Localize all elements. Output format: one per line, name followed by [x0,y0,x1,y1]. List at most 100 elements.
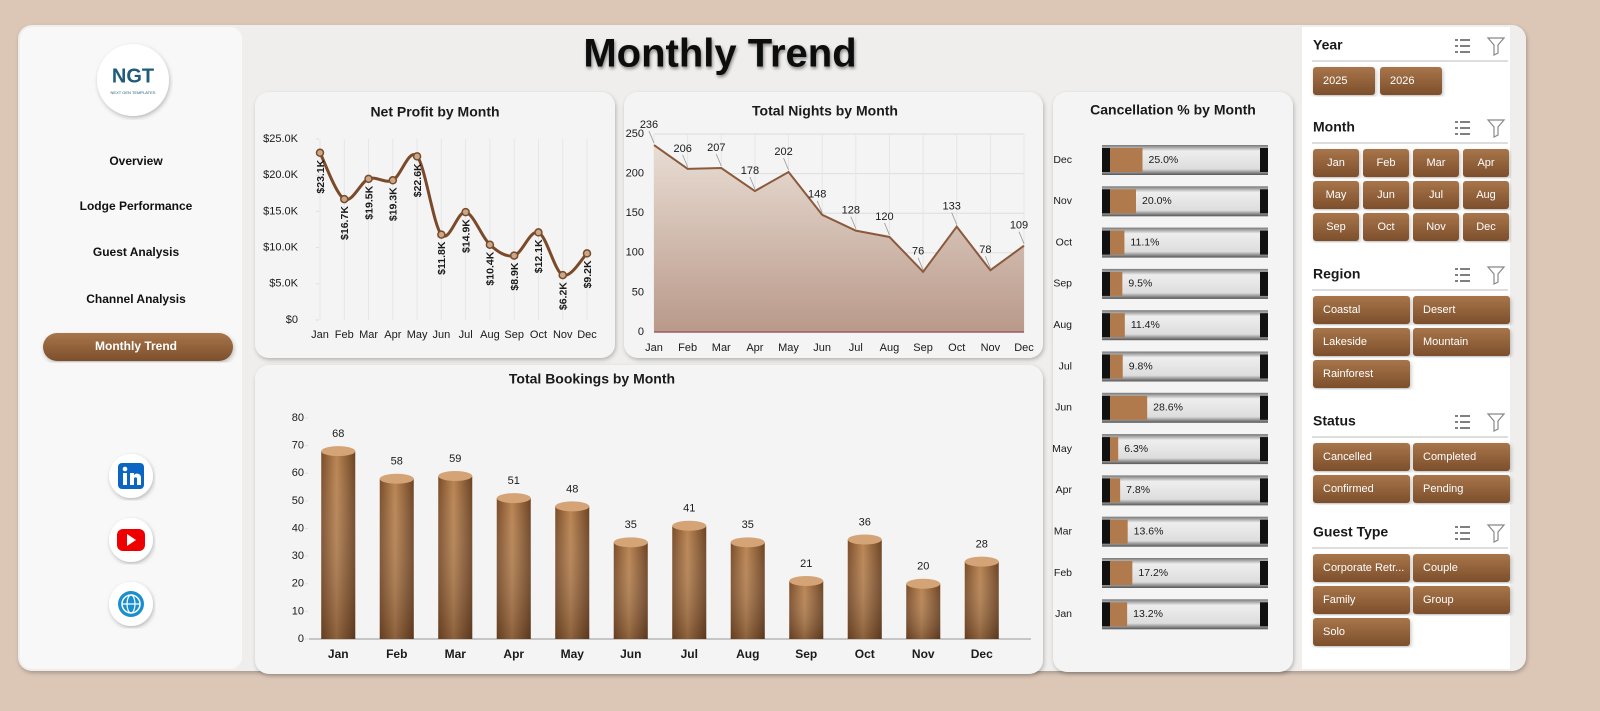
slicer-button[interactable] [1313,586,1410,614]
clear-filter-icon[interactable] [1486,37,1506,56]
slicer-button-label[interactable]: Coastal [1323,304,1360,316]
y-tick-label: Feb [1054,567,1072,579]
slicer-button[interactable] [1463,213,1509,241]
point [461,207,470,217]
slicer-button-label[interactable]: Dec [1476,221,1496,233]
chart-card [255,92,615,358]
bar-shade [438,476,473,639]
slicer-button[interactable] [1463,149,1509,177]
x-tick-label: Jun [620,647,641,661]
y-tick-label: Jul [1059,360,1072,372]
slicer-button[interactable] [1313,443,1410,471]
slicer-button-label[interactable]: Feb [1377,157,1396,169]
slicer-button-label[interactable]: Oct [1377,221,1394,233]
leader-line [715,153,722,167]
slicer-button[interactable] [1363,213,1409,241]
slicer-button-label[interactable]: Jun [1377,189,1395,201]
slicer-button-label[interactable]: Completed [1423,451,1476,463]
slicer-button-label[interactable]: Lakeside [1323,336,1367,348]
nav-item[interactable]: Lodge Performance [80,199,193,213]
slicer-button-label[interactable]: Aug [1476,189,1496,201]
slicer-button[interactable] [1313,213,1359,241]
y-tick-label: 10 [292,605,304,617]
slicer-button-label[interactable]: Rainforest [1323,368,1373,380]
slicer-button-label[interactable]: May [1326,189,1347,201]
bar [1110,478,1121,503]
track-cap [1102,561,1110,585]
slicer-button[interactable] [1413,296,1510,324]
slicer-button[interactable] [1380,67,1442,95]
slicer-button-label[interactable]: Apr [1477,157,1494,169]
slicer-button[interactable] [1313,328,1410,356]
y-tick-label: Aug [1053,319,1072,331]
slicer-button-label[interactable]: Solo [1323,626,1345,638]
leader-line [682,154,689,168]
data-label: 41 [683,503,695,515]
slicer-button[interactable] [1313,296,1410,324]
select-icon[interactable] [1455,526,1470,540]
clear-filter-icon[interactable] [1486,413,1506,432]
slicer-button-label[interactable]: Cancelled [1323,451,1372,463]
slicer-button[interactable] [1413,181,1459,209]
slicer-button-label[interactable]: Sep [1326,221,1346,233]
y-tick-label: 100 [626,247,644,259]
track-cap [1260,354,1268,379]
point [509,251,519,260]
slicer-button[interactable] [1413,328,1510,356]
clear-filter-icon[interactable] [1486,266,1506,285]
slicer-button-label[interactable]: Confirmed [1323,483,1374,495]
x-tick-label: Oct [530,329,547,341]
slicer-button[interactable] [1313,618,1410,646]
slicer-button[interactable] [1363,149,1409,177]
slicer-button[interactable] [1413,149,1459,177]
slicer-button-label[interactable]: Jul [1429,189,1443,201]
select-icon[interactable] [1455,39,1470,53]
slicer-button[interactable] [1313,67,1375,95]
clear-filter-icon[interactable] [1486,524,1506,543]
slicer-button[interactable] [1313,181,1359,209]
slicer-button-label[interactable]: 2026 [1390,75,1414,87]
x-tick-label: Nov [981,342,1001,354]
slicer-button[interactable] [1413,586,1510,614]
slicer-button-label[interactable]: Desert [1423,304,1455,316]
nav-item[interactable]: Guest Analysis [93,245,180,259]
slicer-button[interactable] [1313,360,1410,388]
slicer-button[interactable] [1413,475,1510,503]
slicer-button[interactable] [1413,213,1459,241]
area [654,145,1024,332]
slicer-button-label[interactable]: Family [1323,594,1356,606]
bar-cap [613,537,648,548]
slicer-button-label[interactable]: Couple [1423,562,1458,574]
select-icon[interactable] [1455,121,1470,135]
bar-track [1102,310,1268,341]
data-label: $19.5K [363,185,375,219]
nav-item[interactable]: Monthly Trend [95,339,177,353]
y-tick-label: Mar [1054,525,1073,537]
slicer-title: Month [1313,119,1355,135]
nav-item[interactable]: Overview [109,154,163,168]
select-icon[interactable] [1455,415,1470,429]
slicer-button-label[interactable]: Nov [1426,221,1446,233]
y-tick-label: Oct [1056,236,1072,248]
slicer-button[interactable] [1313,149,1359,177]
slicer-button-label[interactable]: Group [1423,594,1454,606]
slicer-button[interactable] [1313,475,1410,503]
x-tick-label: May [561,647,585,661]
slicer-button[interactable] [1463,181,1509,209]
slicer-button-label[interactable]: Mar [1427,157,1446,169]
slicer-button-label[interactable]: Pending [1423,483,1463,495]
clear-filter-icon[interactable] [1486,119,1506,138]
slicer-button-label[interactable]: Jan [1327,157,1345,169]
slicer-button[interactable] [1313,554,1410,582]
data-label: 35 [742,519,754,531]
slicer-button-label[interactable]: Mountain [1423,336,1468,348]
slicer-button-label[interactable]: Corporate Retr... [1323,562,1404,574]
slicer-button[interactable] [1413,554,1510,582]
slicer-button[interactable] [1363,181,1409,209]
nav-item[interactable]: Channel Analysis [86,292,186,306]
slicer-button-label[interactable]: 2025 [1323,75,1347,87]
slicer-button[interactable] [1413,443,1510,471]
y-tick-label: 50 [632,286,644,298]
data-label: 120 [875,211,893,223]
select-icon[interactable] [1455,268,1470,282]
